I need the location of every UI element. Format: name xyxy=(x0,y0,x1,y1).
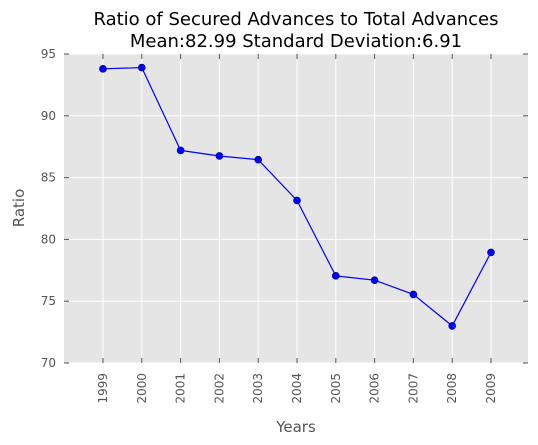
x-tick-label: 1999 xyxy=(96,373,110,404)
data-point xyxy=(138,63,146,72)
data-point xyxy=(448,322,457,330)
data-point xyxy=(293,196,301,205)
data-point xyxy=(487,248,495,257)
plot-area xyxy=(64,54,528,363)
x-tick-label: 2008 xyxy=(445,373,459,404)
x-tick-label: 2003 xyxy=(251,373,265,404)
chart-title: Ratio of Secured Advances to Total Advan… xyxy=(93,9,498,30)
y-tick-labels: 70 75 80 85 90 95 xyxy=(41,47,56,370)
y-tick-label: 90 xyxy=(41,109,56,123)
data-point xyxy=(409,290,418,299)
x-tick-label: 2004 xyxy=(290,373,304,404)
x-tick-label: 2001 xyxy=(174,373,188,404)
x-tick-label: 2005 xyxy=(329,373,343,404)
y-tick-label: 80 xyxy=(41,232,56,246)
data-point xyxy=(331,272,340,280)
y-tick-label: 75 xyxy=(41,294,56,308)
y-axis-label: Ratio xyxy=(10,189,28,228)
series-layer xyxy=(99,63,495,330)
x-tick-labels: 1999 2000 2001 2002 2003 2004 2005 2006 2007 2008… xyxy=(96,373,498,404)
data-point xyxy=(176,146,185,155)
x-axis-label: Years xyxy=(275,418,316,436)
data-point xyxy=(215,152,224,160)
tick-marks xyxy=(64,53,528,364)
x-tick-label: 2000 xyxy=(135,373,149,404)
data-point xyxy=(254,155,263,164)
y-tick-label: 70 xyxy=(41,356,56,370)
x-tick-label: 2006 xyxy=(368,373,382,404)
data-point xyxy=(370,276,379,284)
y-tick-label: 85 xyxy=(41,171,56,185)
x-tick-label: 2009 xyxy=(484,373,498,404)
chart-subtitle: Mean:82.99 Standard Deviation:6.91 xyxy=(130,31,462,52)
x-tick-label: 2007 xyxy=(406,373,420,404)
data-point xyxy=(99,65,107,73)
y-tick-label: 95 xyxy=(41,47,56,61)
x-tick-label: 2002 xyxy=(212,373,226,404)
